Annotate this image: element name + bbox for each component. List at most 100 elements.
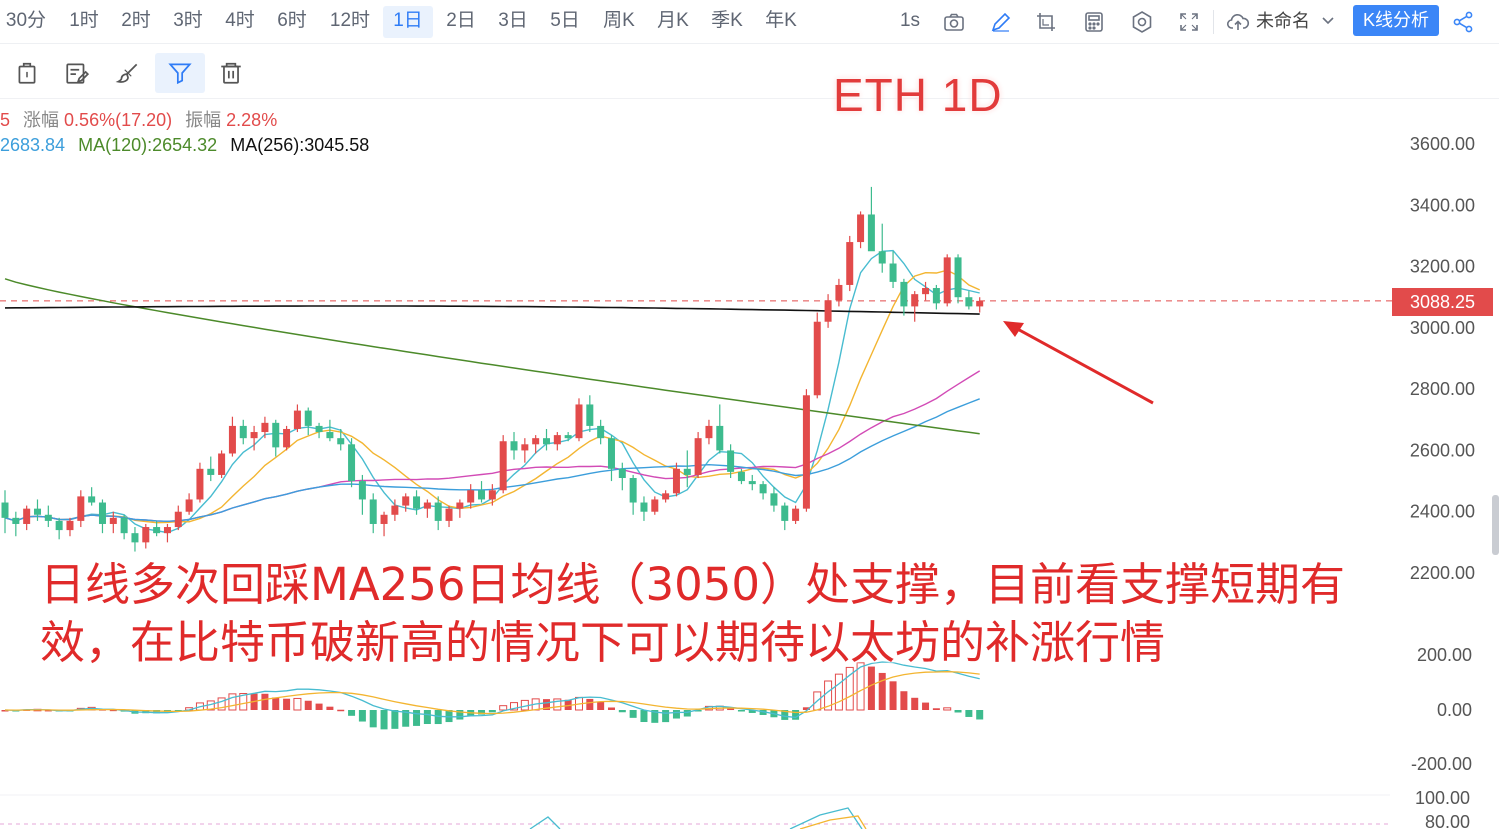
candle-body [109,517,117,524]
macd-bar [423,710,431,725]
camera-icon[interactable] [942,10,966,34]
candle-body [683,468,691,475]
period-tab-1[interactable]: 1时 [69,10,99,31]
edit-list-icon[interactable] [52,53,102,93]
arrow-head [1003,321,1024,337]
pane-resize-handle[interactable] [1492,495,1499,555]
price-tick-label: 3000.00 [1410,318,1475,338]
price-tick-label: 2600.00 [1410,440,1475,460]
period-tab-2[interactable]: 2时 [121,10,151,31]
candle-body [304,410,312,426]
kdj-tick-label: 80.00 [1425,812,1470,829]
macd-bar [272,697,280,710]
candle-body [315,425,323,433]
period-tab-14[interactable]: 年K [765,10,797,31]
macd-bar [348,710,356,716]
annotation-note: 日线多次回踩MA256日均线（3050）处支撑，目前看支撑短期有效，在比特币破新… [40,558,1346,669]
ma120-value: MA(120):2654.32 [78,135,218,155]
candle-body [337,438,345,445]
macd-bar [683,710,691,717]
filter-icon[interactable] [155,53,205,93]
macd-bar [434,710,442,725]
candle-body [218,453,226,475]
candle-body [131,533,139,543]
current-price-tag: 3088.25 [1392,288,1493,316]
crop-icon[interactable] [1034,10,1058,34]
fullscreen-icon[interactable] [1177,10,1201,34]
share-icon[interactable] [1451,10,1475,34]
interval-seconds[interactable]: 1s [899,10,921,31]
period-tab-7[interactable]: 1日 [383,6,433,38]
candle-body [185,499,193,512]
layout-name-dropdown[interactable]: 未命名 [1256,6,1310,38]
candle-body [835,284,843,301]
candle-body [792,508,800,521]
price-tick-label: 2200.00 [1410,563,1475,583]
candle-body [846,242,854,285]
clipboard-icon[interactable] [2,53,52,93]
kline-chart[interactable]: 3600.00 3400.00 3200.00 3000.00 2800.00 2600.… [0,100,1499,829]
price-tick-label: 3200.00 [1410,257,1475,277]
macd-bar [510,702,519,711]
change-value: 0.56%(17.20) [64,110,173,130]
macd-bar [662,710,670,723]
candle-body [727,450,735,472]
candle-body [413,496,421,509]
candle-body [716,425,724,451]
macd-bar [1,710,9,712]
macd-bar [607,707,615,710]
period-tab-4[interactable]: 4时 [225,10,255,31]
trash-icon[interactable] [206,53,256,93]
kdj-panel [529,807,867,829]
macd-bar [239,693,248,711]
macd-bar [932,708,940,710]
candle-body [640,502,648,512]
period-tab-3[interactable]: 3时 [173,10,203,31]
macd-tick-label: -200.00 [1411,754,1472,774]
brush-icon[interactable] [103,53,153,93]
macd-bar [748,710,756,713]
candle-body [629,478,637,503]
macd-bar [694,710,702,712]
cloud-upload-icon[interactable] [1224,10,1252,34]
period-tab-6[interactable]: 12时 [329,10,371,31]
period-tab-8[interactable]: 2日 [446,10,476,31]
macd-bar [737,710,745,712]
pencil-icon[interactable] [989,10,1013,34]
period-tab-10[interactable]: 5日 [550,10,580,31]
candle-body [44,514,52,521]
ma256-line [4,305,980,315]
period-tab-9[interactable]: 3日 [498,10,528,31]
period-tab-11[interactable]: 周K [603,10,635,31]
period-tab-0[interactable]: 30分 [5,10,47,31]
candle-body [759,484,767,494]
candle-body [618,468,626,479]
candle-body [88,496,96,503]
calculator-icon[interactable] [1082,10,1106,34]
macd-bar [802,707,810,710]
candle-body [586,404,594,426]
kdj-d-line [789,807,863,829]
kline-analysis-button[interactable]: K线分析 [1353,5,1439,36]
candle-body [802,395,810,509]
candle-body [434,502,442,521]
macd-bar [618,710,626,713]
candle-body [478,490,486,500]
candle-body [510,441,518,451]
macd-bar [922,702,930,710]
macd-bar [44,709,52,712]
chevron-down-icon[interactable] [1320,12,1336,28]
macd-bar [445,710,453,723]
macd-bar [326,706,334,710]
price-tick-label: 3400.00 [1410,195,1475,215]
candle-body [391,505,399,515]
period-tab-12[interactable]: 月K [657,10,689,31]
macd-bar [358,710,366,722]
period-tab-13[interactable]: 季K [711,10,743,31]
chart-grid [0,300,1392,825]
macd-bar [759,710,767,715]
period-tab-5[interactable]: 6时 [277,10,307,31]
macd-dea-line [4,671,980,715]
settings-icon[interactable] [1130,10,1154,34]
candle-body [402,496,410,506]
